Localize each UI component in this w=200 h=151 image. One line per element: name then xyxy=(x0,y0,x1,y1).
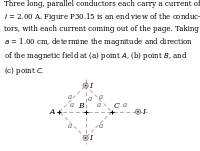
Circle shape xyxy=(83,135,88,141)
Text: I: I xyxy=(89,134,92,142)
Text: a: a xyxy=(97,101,101,109)
Text: a: a xyxy=(70,101,74,109)
Text: Three long, parallel conductors each carry a current of
$I$ = 2.00 A. Figure P30: Three long, parallel conductors each car… xyxy=(4,0,200,77)
Text: A: A xyxy=(49,108,55,116)
Circle shape xyxy=(83,83,88,88)
Text: I: I xyxy=(142,108,145,116)
Text: a: a xyxy=(68,93,72,101)
Circle shape xyxy=(135,109,141,114)
Circle shape xyxy=(85,85,87,87)
Text: a: a xyxy=(123,101,127,109)
Text: C: C xyxy=(113,102,119,110)
Text: I: I xyxy=(89,82,92,90)
Text: a: a xyxy=(88,95,92,103)
Text: B: B xyxy=(78,102,84,110)
Text: a: a xyxy=(99,93,103,101)
Text: a: a xyxy=(99,122,103,130)
Text: a: a xyxy=(68,122,72,130)
Circle shape xyxy=(85,137,87,139)
Circle shape xyxy=(137,111,139,113)
